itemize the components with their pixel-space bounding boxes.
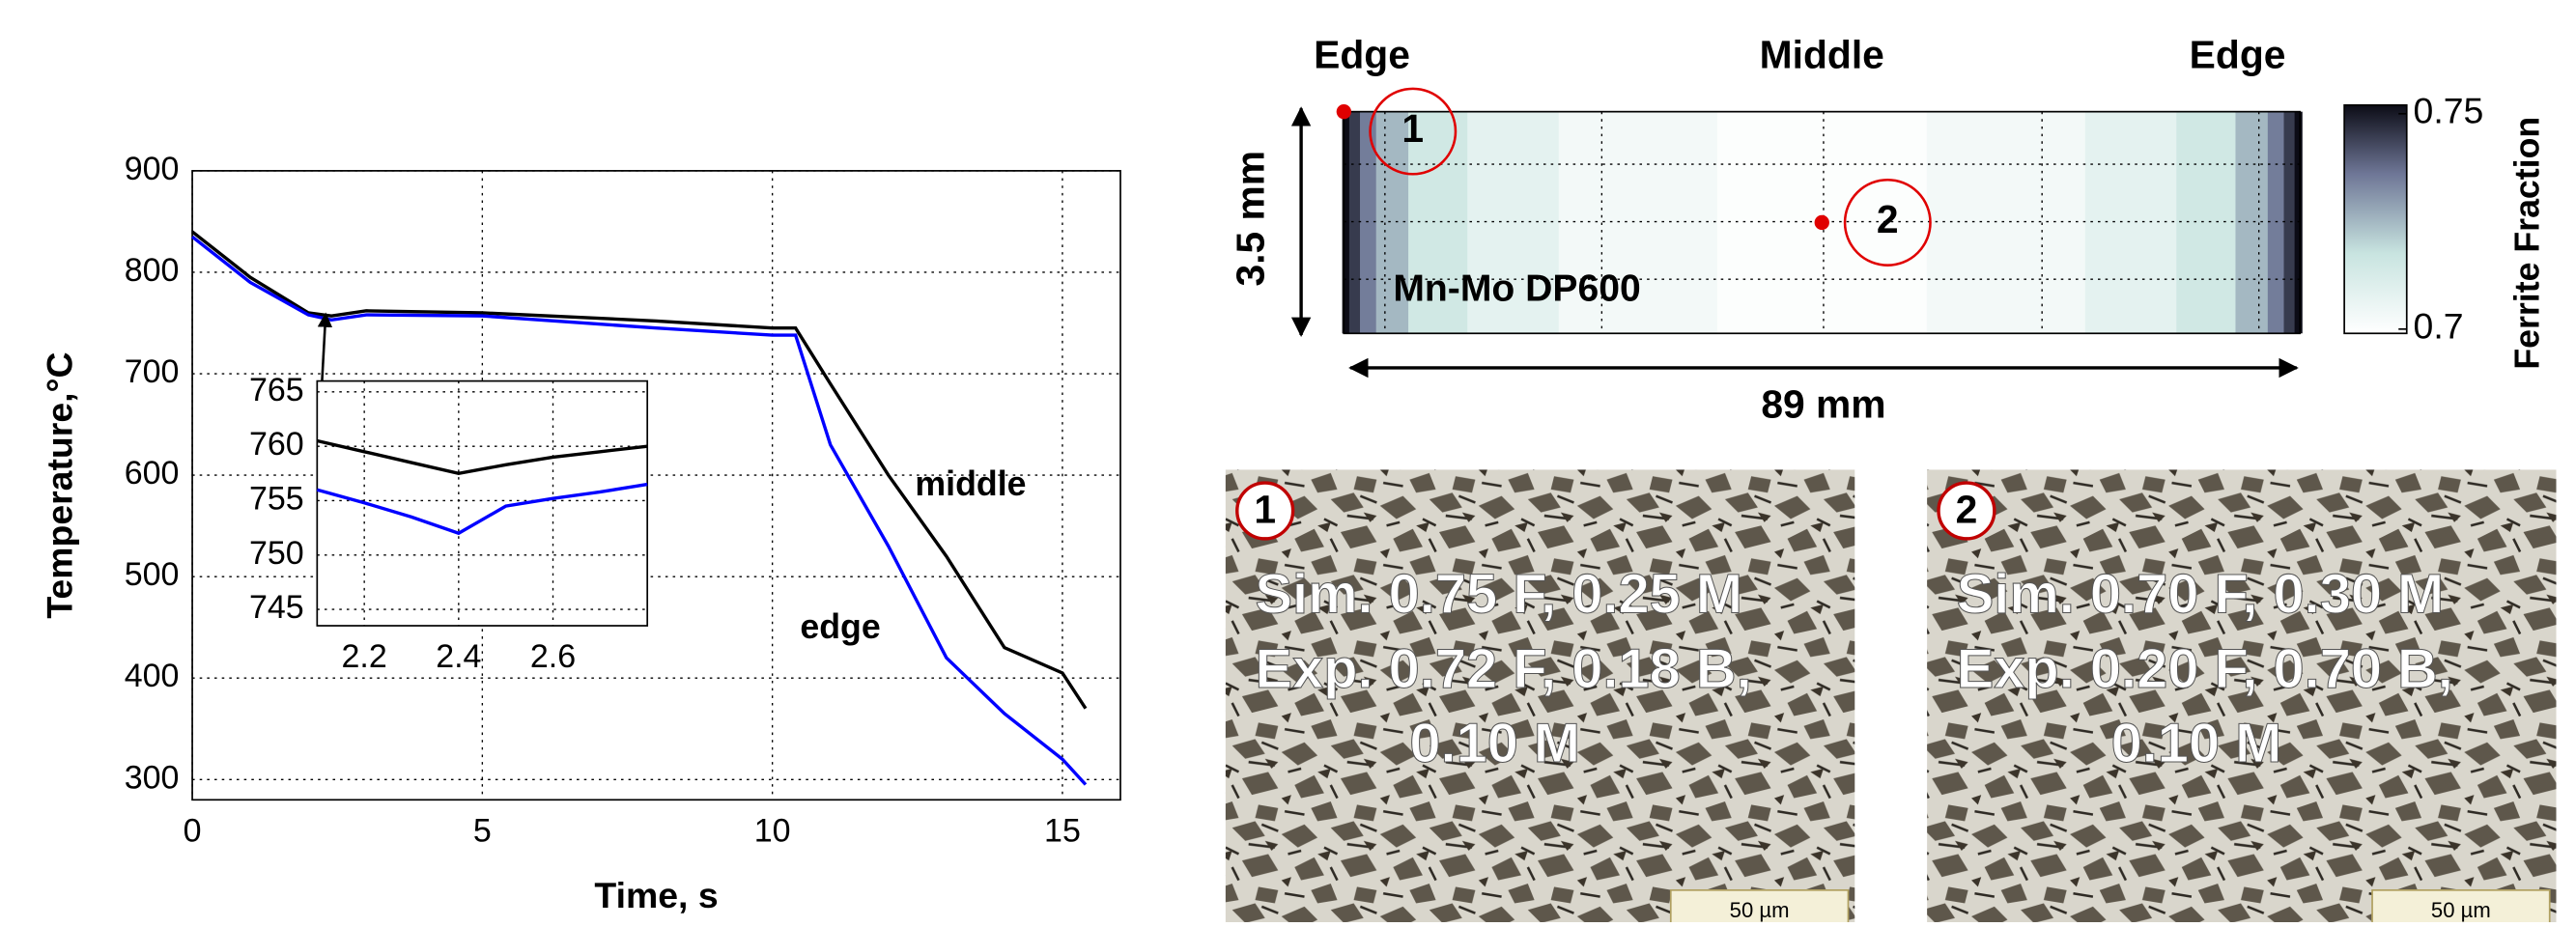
phase-text: Exp. 0.72 F, 0.18 B,: [1255, 638, 1751, 700]
sample-circle: [1369, 87, 1458, 176]
series-line: [316, 482, 648, 536]
phase-text: 0.10 M: [1409, 713, 1580, 774]
x-tick-label: 5: [473, 812, 492, 849]
sample-point: [1814, 214, 1829, 231]
heat-cell: [1558, 111, 1718, 334]
x-tick-label: 15: [1044, 812, 1081, 849]
column-label: Middle: [1760, 32, 1884, 76]
thickness-label: 3.5 mm: [1229, 151, 1273, 287]
micrograph-badge: [1937, 481, 1996, 541]
sample-circle: [1843, 178, 1932, 267]
heat-frame: [1343, 110, 2302, 335]
series-line: [191, 235, 1088, 786]
heat-cell: [2283, 111, 2296, 334]
series-line: [191, 230, 1088, 710]
heat-cell: [1360, 111, 1377, 334]
heatmap-label: Mn-Mo DP600: [1393, 267, 1640, 309]
scale-bar-label: 50 µm: [2431, 898, 2491, 922]
x-tick-label: 2.6: [530, 638, 576, 675]
sample-label: 2: [1877, 197, 1899, 241]
y-tick-label: 800: [125, 252, 180, 289]
series-label: middle: [915, 464, 1026, 503]
phase-text: Exp. 0.20 F, 0.70 B,: [1957, 638, 2453, 700]
micrograph-label: 2: [1956, 487, 1978, 531]
y-tick-label: 400: [125, 658, 180, 694]
y-tick-label: 500: [125, 556, 180, 593]
scale-bar-box: [2371, 888, 2551, 924]
micrograph-label: 1: [1254, 487, 1276, 531]
micrograph: [1225, 469, 1855, 923]
sample-label: 1: [1401, 106, 1424, 151]
heat-cell: [2267, 111, 2285, 334]
phase-text: 0.10 M: [2111, 713, 2282, 774]
y-tick-label: 700: [125, 353, 180, 390]
x-tick-label: 2.4: [436, 638, 481, 675]
y-tick-label: 750: [249, 535, 304, 572]
y-tick-label: 755: [249, 480, 304, 517]
scale-bar-box: [1669, 888, 1850, 924]
colorbar-tick-label: 0.7: [2414, 306, 2464, 347]
colorbar: [2343, 104, 2408, 335]
series-label: edge: [800, 607, 880, 646]
scale-bar-label: 50 µm: [1730, 898, 1790, 922]
micrograph: [1927, 469, 2557, 923]
y-tick-label: 765: [249, 372, 304, 408]
x-tick-label: 0: [184, 812, 202, 849]
phase-text: Sim. 0.70 F, 0.30 M: [1957, 563, 2445, 625]
width-label: 89 mm: [1761, 382, 1885, 427]
heat-cell: [1926, 111, 2086, 334]
colorbar-title: Ferrite Fraction: [2508, 117, 2547, 370]
sample-point: [1336, 104, 1351, 120]
heat-cell: [2084, 111, 2178, 334]
y-tick-label: 745: [249, 589, 304, 626]
y-tick-label: 900: [125, 151, 180, 187]
x-tick-label: 2.2: [342, 638, 387, 675]
heat-cell: [1408, 111, 1469, 334]
phase-text: Sim. 0.75 F, 0.25 M: [1255, 563, 1742, 625]
heat-cell: [1342, 111, 1350, 334]
heat-cell: [1375, 111, 1409, 334]
colorbar-tick-label: 0.75: [2414, 91, 2484, 131]
y-tick-label: 300: [125, 759, 180, 796]
y-tick-label: 600: [125, 455, 180, 492]
plot-area: [316, 379, 649, 627]
series-line: [316, 438, 648, 476]
heat-cell: [2176, 111, 2237, 334]
heat-cell: [2294, 111, 2303, 334]
heat-cell: [1348, 111, 1361, 334]
y-tick-label: 760: [249, 426, 304, 463]
x-tick-label: 10: [754, 812, 791, 849]
column-label: Edge: [1314, 32, 1410, 76]
heat-cell: [2235, 111, 2269, 334]
heat-cell: [1467, 111, 1560, 334]
column-label: Edge: [2190, 32, 2286, 76]
y-axis-title: Temperature,°C: [40, 351, 80, 618]
inset-arrow: [317, 312, 333, 381]
micrograph-badge: [1235, 481, 1295, 541]
x-axis-title: Time, s: [594, 875, 718, 915]
